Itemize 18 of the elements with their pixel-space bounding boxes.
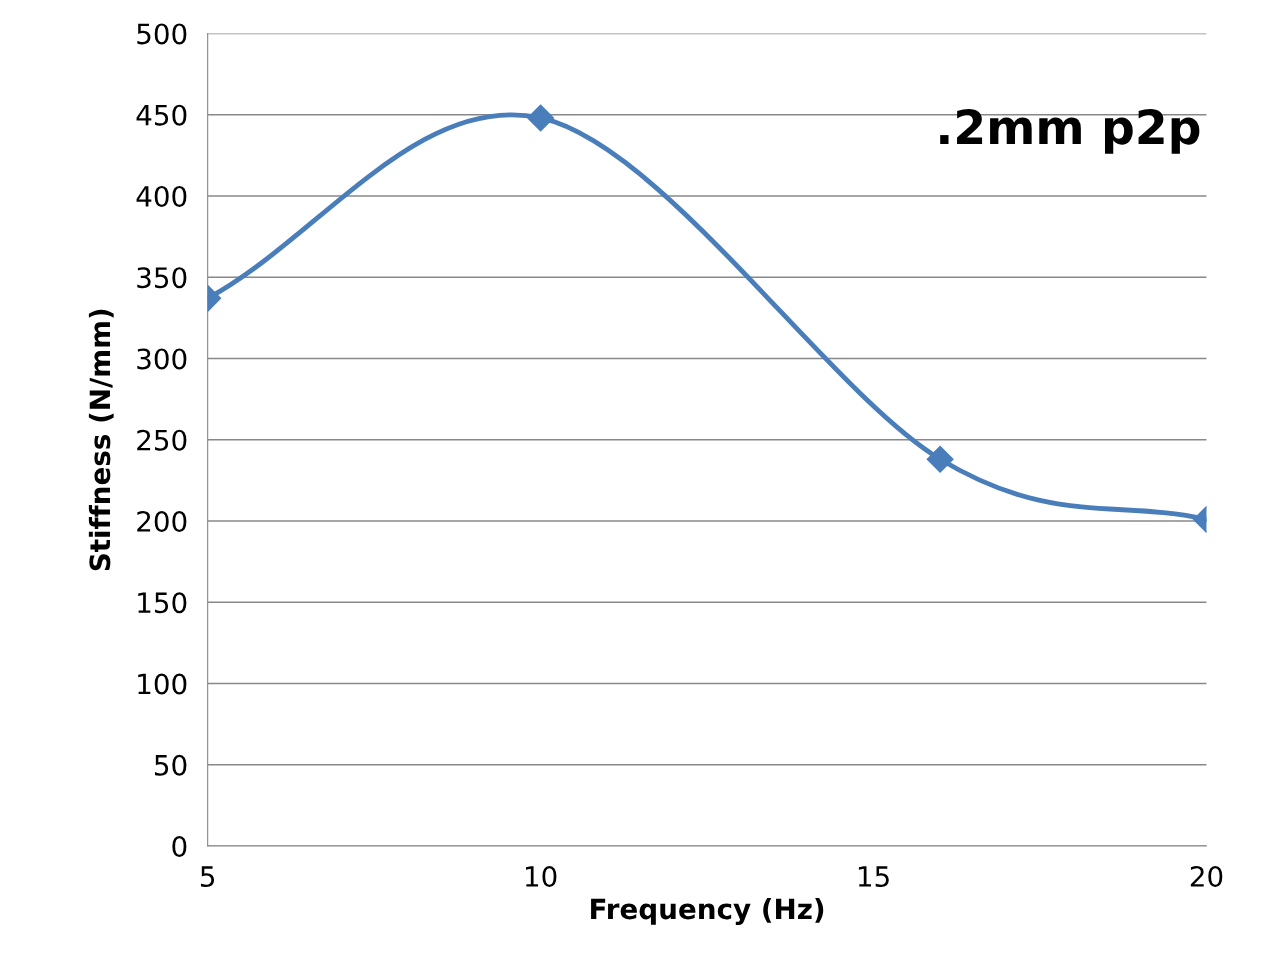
y-axis-title: Stiffness (N/mm) [88, 309, 114, 571]
y-tick-label: 500 [137, 23, 187, 45]
x-axis-title: Frequency (Hz) [591, 897, 824, 926]
y-tick-label: 50 [155, 754, 187, 776]
y-tick-label: 100 [138, 673, 187, 695]
y-tick-label: 150 [138, 592, 187, 614]
annotation: .2mm p2p [940, 108, 1200, 154]
y-tick-label: 450 [136, 104, 187, 126]
x-tick-label: 10 [525, 865, 557, 888]
y-tick-label: 400 [136, 185, 187, 207]
y-tick-label: 300 [137, 348, 187, 370]
x-tick-label: 5 [200, 866, 215, 888]
y-tick-label: 250 [137, 429, 187, 451]
y-tick-label: 0 [172, 836, 187, 858]
x-tick-label: 15 [858, 866, 889, 888]
y-tick-label: 200 [137, 510, 187, 532]
x-tick-label: 20 [1190, 865, 1223, 888]
y-tick-label: 350 [137, 267, 187, 289]
